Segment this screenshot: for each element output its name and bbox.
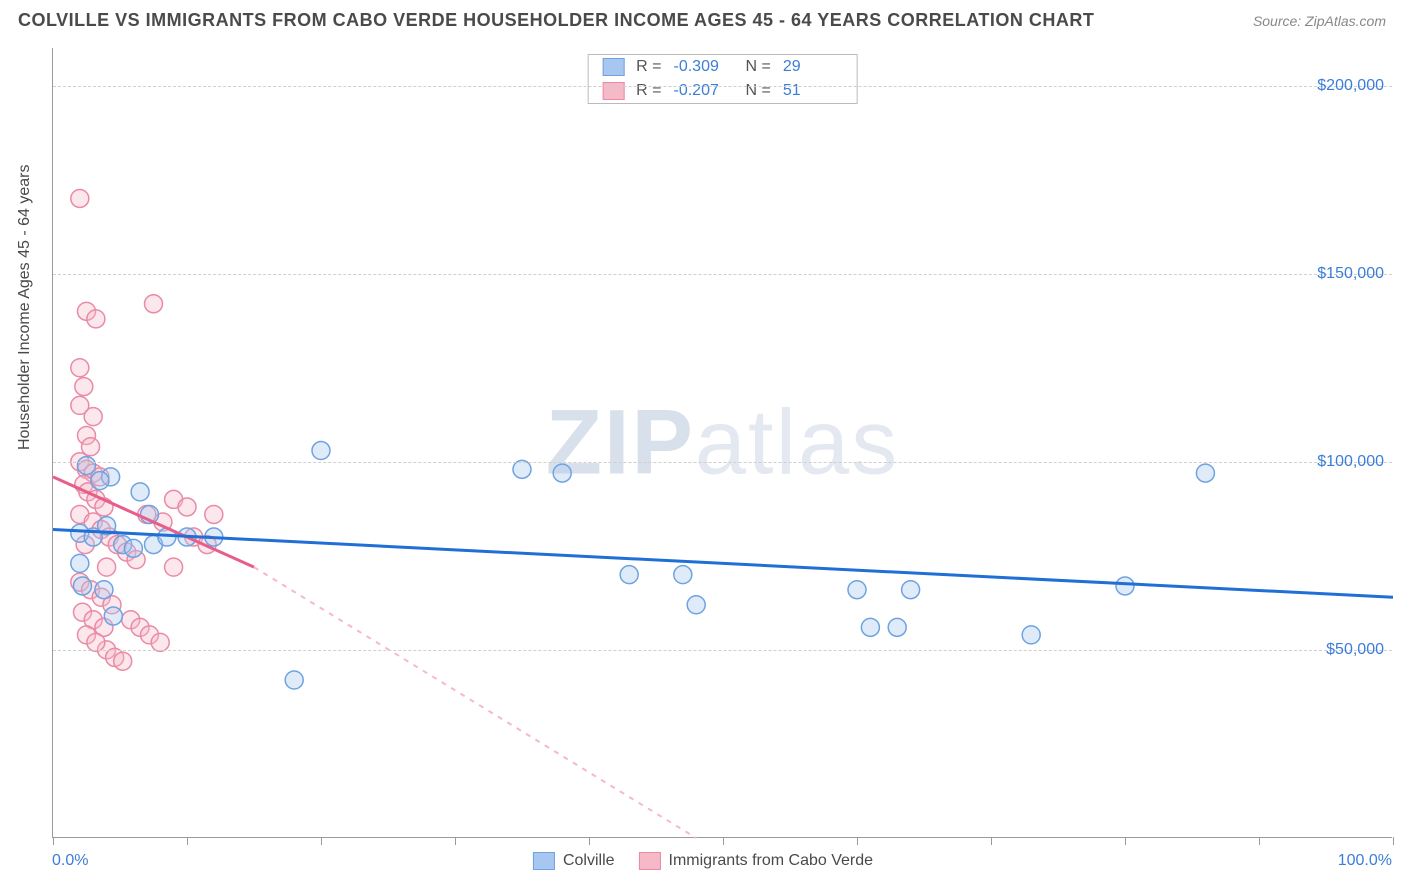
scatter-plot [53,48,1392,837]
data-point [82,438,100,456]
data-point [87,310,105,328]
data-point [902,581,920,599]
data-point [98,558,116,576]
data-point [285,671,303,689]
data-point [312,442,330,460]
plot-area: ZIPatlas R =-0.309N =29R =-0.207N =51 $5… [52,48,1392,838]
x-tick [723,837,724,845]
data-point [848,581,866,599]
x-tick [1259,837,1260,845]
data-point [178,498,196,516]
gridline-h [53,650,1392,651]
data-point [620,566,638,584]
legend-series: Colville Immigrants from Cabo Verde [533,852,873,870]
data-point [71,554,89,572]
x-tick [187,837,188,845]
data-point [75,378,93,396]
data-point [91,472,109,490]
data-point [553,464,571,482]
trend-line [53,530,1393,598]
x-tick [589,837,590,845]
gridline-h [53,86,1392,87]
data-point [78,457,96,475]
data-point [114,652,132,670]
legend-item: Immigrants from Cabo Verde [639,852,874,870]
data-point [73,577,91,595]
x-tick [321,837,322,845]
data-point [888,618,906,636]
legend-swatch [533,852,555,870]
x-tick [455,837,456,845]
gridline-h [53,274,1392,275]
data-point [674,566,692,584]
data-point [1196,464,1214,482]
data-point [71,359,89,377]
data-point [95,581,113,599]
data-point [124,539,142,557]
data-point [861,618,879,636]
trend-line [254,567,696,838]
y-tick-label: $150,000 [1317,265,1384,283]
data-point [87,633,105,651]
data-point [131,483,149,501]
y-tick-label: $200,000 [1317,77,1384,95]
y-tick-label: $50,000 [1326,641,1384,659]
legend-item: Colville [533,852,615,870]
data-point [84,408,102,426]
data-point [205,505,223,523]
x-axis-max-label: 100.0% [1338,852,1392,870]
source-label: Source: ZipAtlas.com [1253,13,1386,29]
legend-label: Colville [563,852,615,870]
data-point [104,607,122,625]
y-tick-label: $100,000 [1317,453,1384,471]
x-axis-min-label: 0.0% [52,852,88,870]
x-tick [1125,837,1126,845]
data-point [151,633,169,651]
data-point [687,596,705,614]
data-point [1116,577,1134,595]
data-point [1022,626,1040,644]
x-tick [991,837,992,845]
y-axis-label: Householder Income Ages 45 - 64 years [16,165,34,451]
data-point [513,460,531,478]
data-point [145,295,163,313]
legend-swatch [639,852,661,870]
gridline-h [53,462,1392,463]
data-point [165,558,183,576]
chart-title: COLVILLE VS IMMIGRANTS FROM CABO VERDE H… [18,10,1094,31]
x-tick [53,837,54,845]
data-point [71,189,89,207]
x-tick [1393,837,1394,845]
x-tick [857,837,858,845]
legend-label: Immigrants from Cabo Verde [669,852,874,870]
